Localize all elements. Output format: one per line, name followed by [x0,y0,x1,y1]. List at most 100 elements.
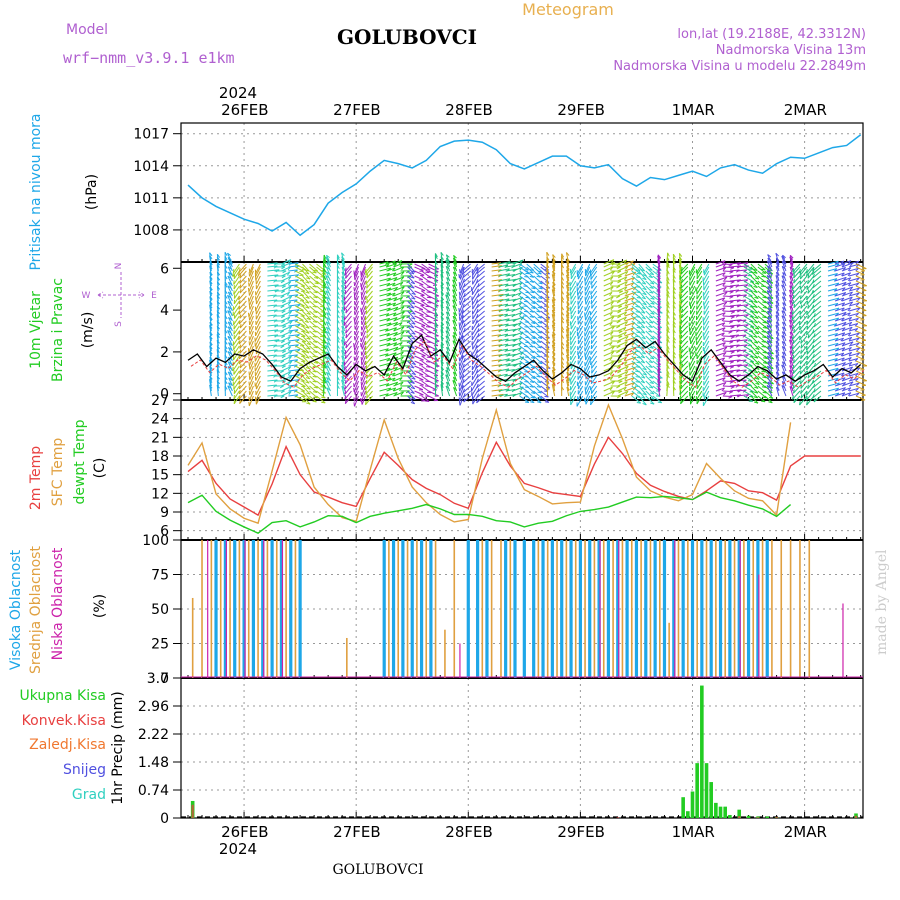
wind-arrow [743,385,754,393]
wind-arrowhead [344,271,347,276]
wind-arrow [569,275,577,287]
cloud-unit: (%) [92,594,108,618]
wind-arrow [505,338,517,342]
wind-arrowhead [722,382,727,386]
wind-arrowhead [305,306,310,309]
wind-arrow [233,290,240,299]
wind-arrowhead [399,297,404,301]
wind-arrowhead [399,260,403,265]
wind-arrowhead [536,310,541,313]
wind-arrow [248,270,254,283]
wind-arrow [232,335,240,346]
wind-arrow [365,285,373,294]
wind-arrow [407,340,415,349]
wind-arrowhead [434,324,438,329]
wind-arrow [498,328,509,332]
wind-arrowhead [667,325,670,330]
wind-arrow [386,302,396,307]
wind-arrowhead [345,344,348,349]
wind-arrowhead [239,279,242,284]
wind-arrowhead [280,390,285,394]
wind-arrowhead [239,289,242,294]
wind-arrowhead [366,329,368,334]
wind-arrowhead [630,392,635,397]
wind-arrowhead [518,337,523,341]
wind-arrowhead [446,311,450,315]
wind-arrow [344,275,352,285]
wind-arrow [603,270,615,277]
wind-arrow [379,277,391,282]
wind-arrowhead [552,264,556,269]
wind-arrow [446,347,451,357]
wind-arrow [491,279,502,282]
wind-arrow [617,290,629,297]
wind-arrow [414,355,424,361]
wind-arrowhead [724,291,728,296]
wind-arrow [476,310,485,319]
wind-arrow [498,343,509,347]
wind-arrow [722,380,734,383]
wind-arrowhead [520,351,524,356]
wind-arrowhead [463,398,466,403]
wind-arrowhead [561,360,565,365]
wind-arrow [624,297,635,302]
wind-arrow [428,370,439,377]
wind-arrowhead [440,252,444,256]
wind-arrow [190,341,198,347]
wind-arrow [645,263,653,271]
wind-arrowhead [679,280,683,285]
wind-arrow [689,266,696,277]
wind-arrowhead [385,373,390,377]
wind-arrowhead [616,340,621,344]
wind-arrow [428,290,439,297]
wind-arrowhead [216,369,220,373]
wind-arrow [197,306,204,312]
wind-arrow [540,395,550,403]
wind-arrow [281,259,292,265]
wind-arrow [227,351,233,362]
wind-arrow [703,275,710,286]
wind-arrow [617,276,628,282]
wind-arrow [386,387,396,392]
wind-arrowhead [667,252,670,257]
wind-arrow [645,295,655,305]
wind-arrow [354,310,359,322]
wind-arrow [386,312,397,317]
wind-arrow [570,320,577,330]
wind-arrowhead [445,340,450,344]
wind-arrow [428,295,440,302]
wind-arrowhead [679,325,682,330]
wind-arrow [631,345,640,353]
wind-arrow [570,266,577,276]
wind-arrowhead [650,297,655,300]
wind-arrow [703,315,710,326]
wind-arrow [491,384,501,387]
wind-arrowhead [440,371,445,375]
wind-arrow [295,325,306,332]
wind-arrowhead [452,295,457,299]
wind-arrow [696,270,703,280]
wind-arrow [624,332,635,337]
wind-arrowhead [530,296,535,299]
wind-arrowhead [672,379,676,384]
wind-arrowhead [209,331,213,336]
wind-arrow [505,261,518,265]
wind-arrow [526,350,536,359]
wind-arrowhead [630,260,634,265]
wind-arrow [475,315,485,324]
wind-arrowhead [459,326,461,331]
wind-arrowhead [446,366,450,371]
wind-arrowhead [566,274,570,279]
wind-arrow [491,324,503,327]
wind-arrowhead [216,339,220,344]
wind-arrow [190,321,197,326]
wind-arrow [414,315,424,321]
wind-arrow [533,285,542,293]
wind-arrowhead [392,337,397,342]
wind-arrow [736,324,749,327]
wind-arrowhead [609,357,613,361]
wind-arrow [414,330,424,336]
wind-arrow [428,330,439,337]
wind-arrow [498,298,510,302]
wind-arrow [678,314,682,327]
